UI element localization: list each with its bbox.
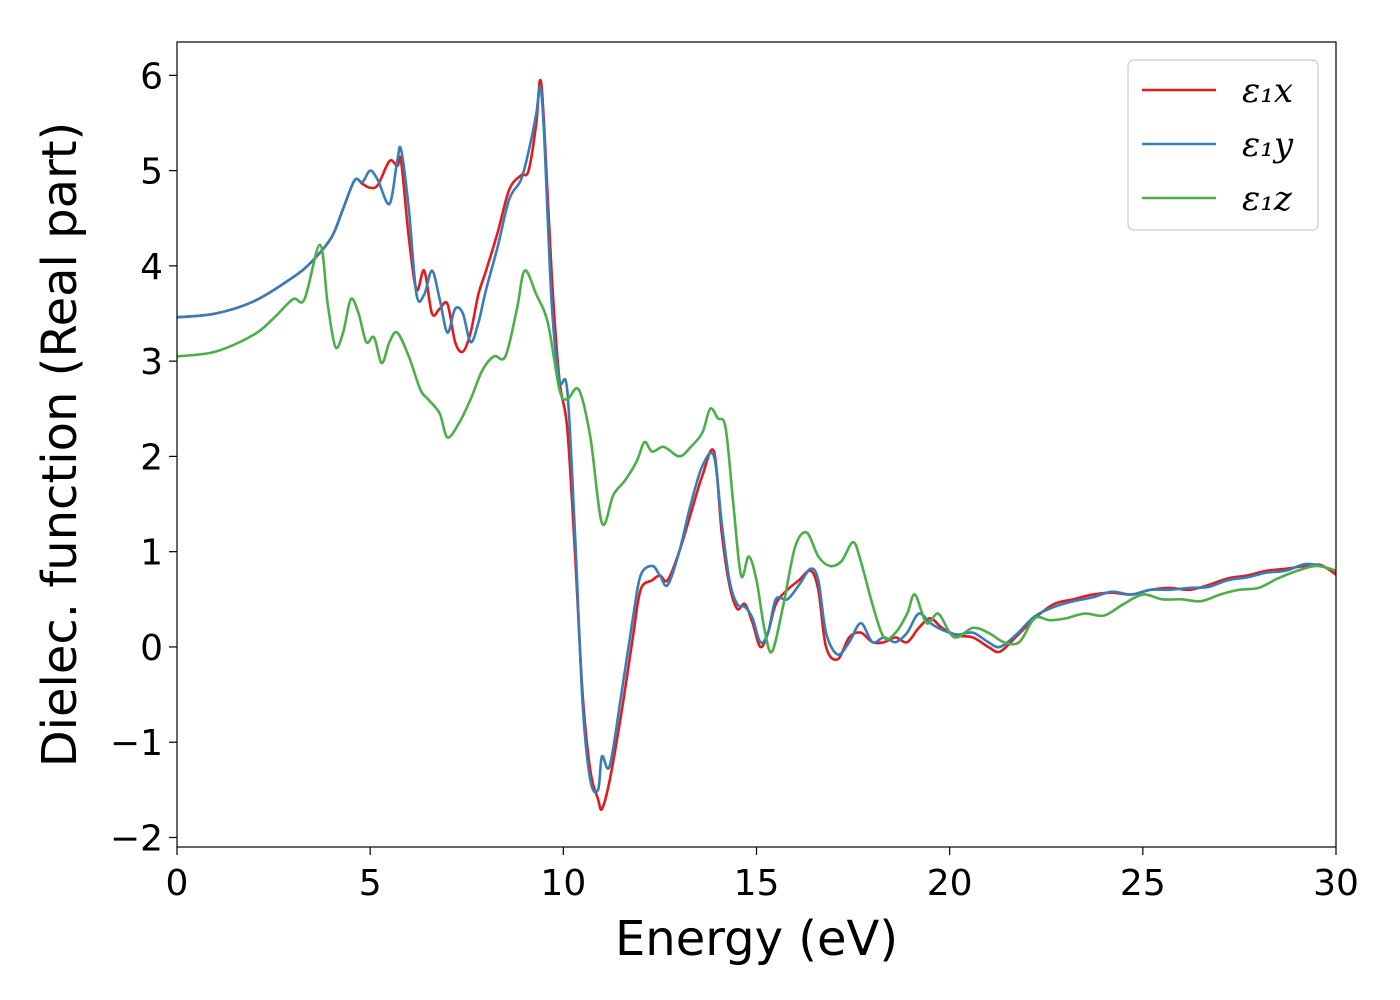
- y-tick-label: 2: [140, 437, 163, 478]
- legend-label-3: ε₁z: [1242, 179, 1293, 219]
- y-tick-label: 0: [140, 628, 163, 669]
- legend-box: [1127, 59, 1319, 231]
- x-tick-label: 20: [927, 863, 973, 904]
- x-tick-label: 0: [166, 863, 189, 904]
- x-tick-label: 10: [540, 863, 586, 904]
- legend: ε₁x ε₁y ε₁z: [1127, 59, 1319, 231]
- y-tick-label: 5: [140, 152, 163, 193]
- y-tick-label: 6: [140, 56, 163, 97]
- y-tick-label: 4: [140, 247, 163, 288]
- series-lines: [177, 78, 1336, 811]
- legend-label-1: ε₁x: [1242, 71, 1293, 111]
- y-tick-label: 1: [140, 533, 163, 574]
- axis-ticks: 0 5 10 15 20 25 30 −2 −1 0 1 2 3 4 5 6: [110, 56, 1359, 904]
- legend-label-2: ε₁y: [1242, 125, 1294, 165]
- x-tick-label: 15: [734, 863, 780, 904]
- x-tick-label: 30: [1313, 863, 1359, 904]
- series-line-2: [177, 85, 1336, 794]
- y-tick-label: −1: [110, 723, 163, 764]
- y-tick-label: 3: [140, 342, 163, 383]
- series-line-3: [177, 243, 1336, 654]
- y-axis-title: Dielec. function (Real part): [32, 122, 88, 768]
- x-tick-label: 5: [359, 863, 382, 904]
- x-axis-title: Energy (eV): [615, 911, 898, 967]
- y-tick-label: −2: [110, 818, 163, 859]
- x-tick-label: 25: [1120, 863, 1166, 904]
